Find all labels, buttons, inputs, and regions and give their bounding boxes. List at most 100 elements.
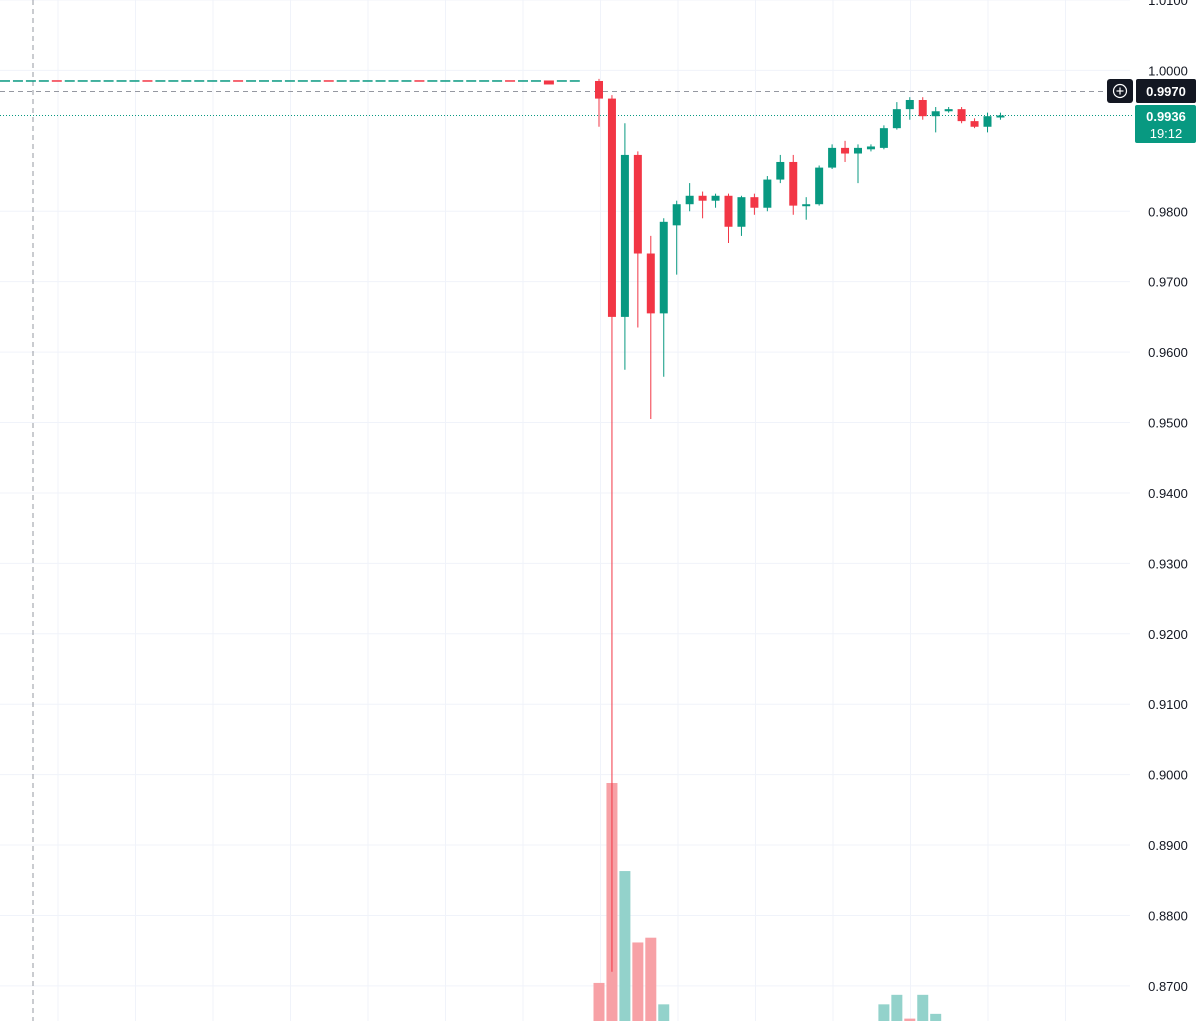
last-price-label: 0.9936 [1146,109,1186,124]
flat-candle [12,80,23,82]
bar-countdown-label: 19:12 [1150,126,1183,141]
volume-bar [917,994,929,1021]
candle-body [607,98,616,317]
flat-candle [518,80,528,82]
flat-candle [207,80,218,82]
flat-candle [194,80,205,82]
flat-candle [427,80,438,82]
flat-candle [530,80,541,82]
candle-body [763,179,772,208]
y-tick-label: 1.0100 [1148,0,1188,8]
flat-candle [492,80,503,82]
flat-candle [220,80,231,82]
flat-candle [246,80,257,82]
candle-body [672,204,681,226]
volume-bar [593,982,605,1021]
y-tick-label: 0.9200 [1148,627,1188,642]
candle-body [724,195,733,227]
candle-body [659,221,668,314]
volume-bar [658,1004,670,1021]
candle-body [737,197,746,227]
flat-candle [401,80,412,82]
y-tick-label: 0.9100 [1148,697,1188,712]
flat-candle [155,80,166,82]
y-tick-label: 0.9400 [1148,486,1188,501]
chart-grid [0,0,1130,1021]
volume-bar [891,994,903,1021]
y-tick-label: 0.9600 [1148,345,1188,360]
flat-candle [543,80,554,85]
candle-body [931,111,940,117]
flat-candle [51,80,62,82]
candle-body [854,147,862,154]
last-price-tag: 0.9936 19:12 [1135,105,1196,143]
flat-candle [259,80,269,82]
flat-candle [90,80,101,82]
candlesticks [0,78,1005,972]
candle-body [815,167,824,205]
volume-bar [645,937,657,1021]
volume-bar [619,871,631,1021]
flat-candle [64,80,75,82]
flat-candle [25,80,36,82]
flat-candle [142,80,153,82]
crosshair-price-tag[interactable]: 0.9970 [1107,79,1196,103]
candle-body [970,121,979,127]
candle-body [828,147,837,168]
flat-candle [440,80,451,82]
flat-candle [271,80,282,82]
flat-candle [284,80,295,82]
volume-bar [930,1013,942,1021]
y-tick-label: 0.9300 [1148,556,1188,571]
candle-body [698,195,707,201]
flat-candle [0,80,10,82]
candle-body [905,99,914,110]
candle-body [983,116,992,127]
candle-body [996,115,1005,118]
flat-candle [168,80,179,82]
price-axis[interactable]: 1.0100 1.0000 0.9800 0.9700 0.9600 0.9500 0.94… [1148,0,1188,994]
candle-body [776,161,785,180]
candle-body [595,80,603,99]
volume-bar [904,1018,916,1021]
candle-body [944,109,953,112]
flat-candle [569,80,580,82]
price-lines [0,0,1134,1021]
flat-candle [556,80,567,82]
flat-candle [233,80,244,82]
y-tick-label: 1.0000 [1148,63,1188,78]
volume-bar [878,1004,890,1021]
candle-body [892,109,901,129]
flat-candle [297,80,308,82]
flat-candle [505,80,516,82]
candle-body [633,154,642,254]
add-alert-icon[interactable] [1112,83,1128,99]
flat-candle [388,80,399,82]
flat-candle [77,80,88,82]
flat-candle [336,80,347,82]
flat-candle [453,80,464,82]
flat-candle [38,80,49,82]
y-tick-label: 0.9000 [1148,768,1188,783]
candle-body [646,253,655,314]
y-tick-label: 0.9500 [1148,416,1188,431]
flat-candle [362,80,373,82]
candle-body [918,99,927,117]
candle-body [620,154,629,317]
candle-body [957,109,966,122]
candle-body [866,146,875,150]
y-tick-label: 0.8700 [1148,979,1188,994]
y-tick-label: 0.8800 [1148,908,1188,923]
candle-body [685,195,694,205]
flat-candle [479,80,490,82]
flat-candle [310,80,321,82]
crosshair-price-label: 0.9970 [1146,84,1186,99]
y-tick-label: 0.9800 [1148,204,1188,219]
flat-candle [375,80,386,82]
flat-candle [466,80,477,82]
candle-body [841,147,850,154]
candle-body [789,161,798,206]
y-tick-label: 0.9700 [1148,275,1188,290]
flat-candle [129,80,140,82]
